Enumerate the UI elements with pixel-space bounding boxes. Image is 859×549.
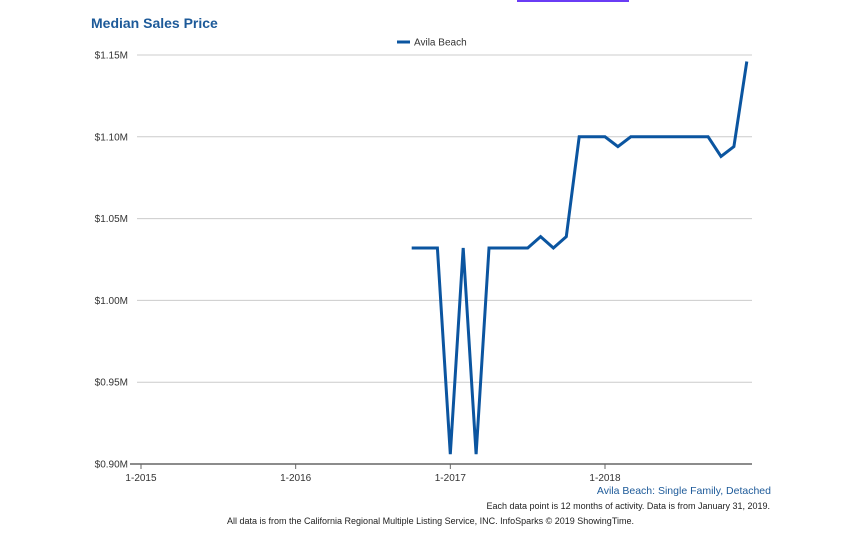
x-tick-label: 1-2016 (280, 473, 312, 484)
x-tick-label: 1-2018 (589, 473, 621, 484)
data-note: Each data point is 12 months of activity… (486, 501, 770, 511)
y-tick-label: $0.95M (95, 378, 128, 389)
x-tick-label: 1-2015 (125, 473, 157, 484)
y-tick-label: $1.00M (95, 296, 128, 307)
series-line-avila-beach (411, 61, 749, 455)
source-note: All data is from the California Regional… (227, 516, 634, 526)
chart-title: Median Sales Price (91, 15, 218, 31)
y-tick-label: $1.05M (95, 214, 128, 225)
top-accent-bar (517, 0, 629, 2)
legend: Avila Beach (397, 38, 467, 49)
x-tick-label: 1-2017 (435, 473, 467, 484)
y-tick-label: $0.90M (95, 460, 128, 471)
y-tick-label: $1.15M (95, 51, 128, 62)
legend-label: Avila Beach (414, 38, 467, 49)
chart-subtitle: Avila Beach: Single Family, Detached (596, 485, 771, 497)
y-tick-label: $1.10M (95, 132, 128, 143)
